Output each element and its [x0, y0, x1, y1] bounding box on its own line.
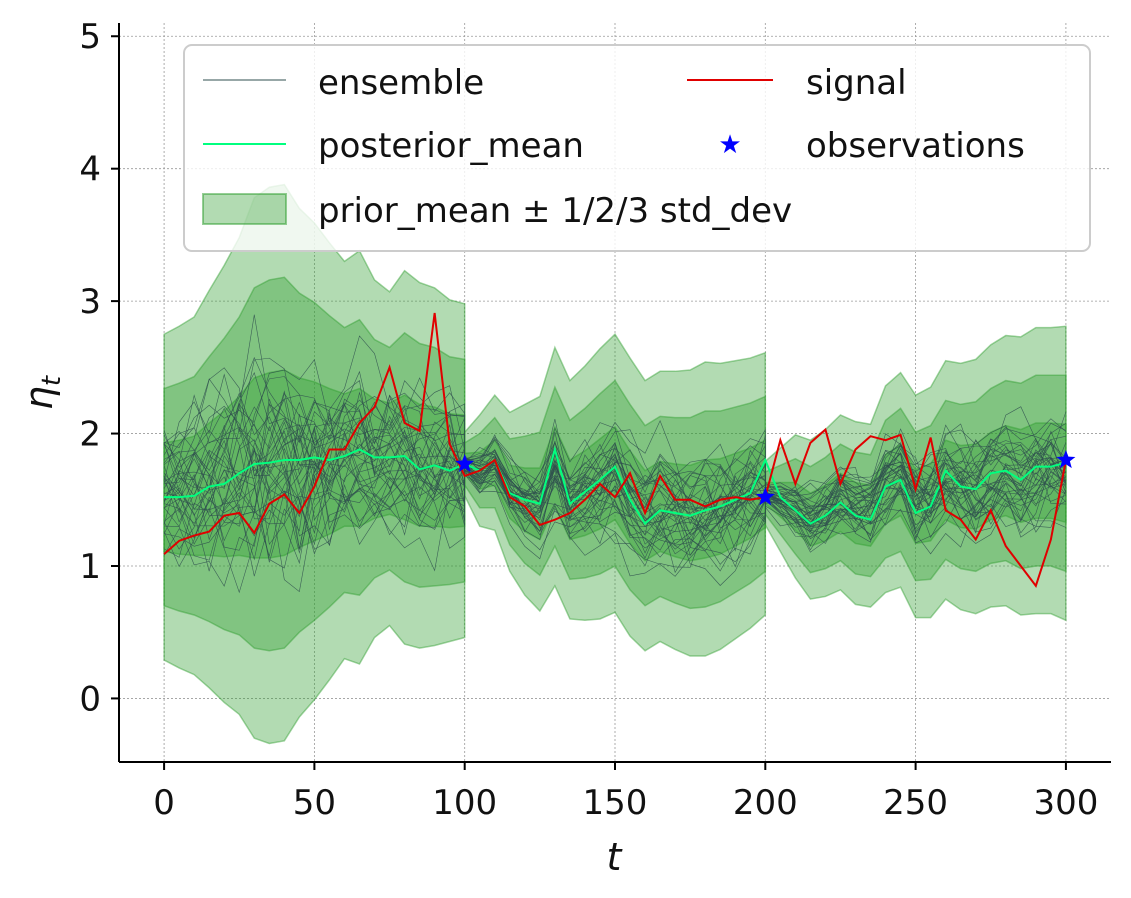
- axes: [111, 23, 1111, 770]
- legend-band-swatch: [202, 193, 287, 225]
- ensemble-member: [163, 428, 1067, 560]
- ensemble-member: [164, 385, 1067, 593]
- x-tick-label: 0: [153, 783, 175, 823]
- observation-point: [1056, 450, 1076, 469]
- legend-observations-label: observations: [806, 126, 1025, 166]
- x-tick-label: 50: [293, 783, 336, 823]
- ensemble-member: [163, 314, 1067, 538]
- legend: ensemble posterior_mean prior_mean ± 1/2…: [183, 44, 1091, 252]
- y-tick-label: 2: [79, 415, 101, 455]
- prior-band-3std-seg2: [463, 333, 767, 657]
- ensemble-member: [163, 399, 1067, 546]
- y-tick-label: 0: [79, 679, 101, 719]
- legend-posterior-label: posterior_mean: [318, 126, 584, 166]
- y-tick-label: 5: [79, 17, 101, 57]
- observation-point: [755, 487, 775, 506]
- ensemble-member: [163, 407, 1067, 544]
- x-tick-label: 150: [583, 783, 648, 823]
- observations-layer: [455, 450, 1076, 506]
- ensemble-member: [163, 403, 1066, 569]
- y-axis-label: ηt: [17, 375, 67, 410]
- prior-band-3std-seg3: [764, 325, 1067, 622]
- line-layer: [163, 312, 1067, 588]
- legend-box: [183, 44, 1091, 252]
- y-tick-label: 1: [79, 547, 101, 587]
- ensemble-member: [163, 358, 1066, 563]
- ensemble-member: [163, 417, 1067, 572]
- y-tick-label: 3: [79, 282, 101, 322]
- ensemble-member: [163, 417, 1067, 534]
- legend-signal-label: signal: [806, 63, 907, 103]
- x-tick-label: 250: [883, 783, 948, 823]
- legend-ensemble-label: ensemble: [318, 63, 484, 103]
- signal-line: [163, 312, 1067, 588]
- ensemble-member: [163, 398, 1067, 594]
- tick-labels: 0 50 100 150 200 250 300 0 1 2 3 4 5: [79, 17, 1098, 823]
- ensemble-member: [164, 335, 1066, 554]
- y-tick-label: 4: [79, 150, 101, 190]
- legend-observations-marker: ★: [718, 130, 741, 160]
- observation-point: [455, 454, 475, 473]
- ensemble-member: [163, 443, 1067, 555]
- x-axis-label: t: [607, 835, 624, 879]
- legend-band-label: prior_mean ± 1/2/3 std_dev: [318, 191, 792, 231]
- ensemble-member: [163, 399, 1067, 561]
- x-tick-label: 100: [432, 783, 497, 823]
- ensemble-member: [163, 413, 1067, 577]
- prior-band-2std-seg2: [463, 379, 767, 610]
- x-tick-label: 200: [733, 783, 798, 823]
- posterior-mean-line: [164, 445, 1067, 526]
- x-tick-label: 300: [1033, 783, 1098, 823]
- ensemble-member: [164, 392, 1067, 530]
